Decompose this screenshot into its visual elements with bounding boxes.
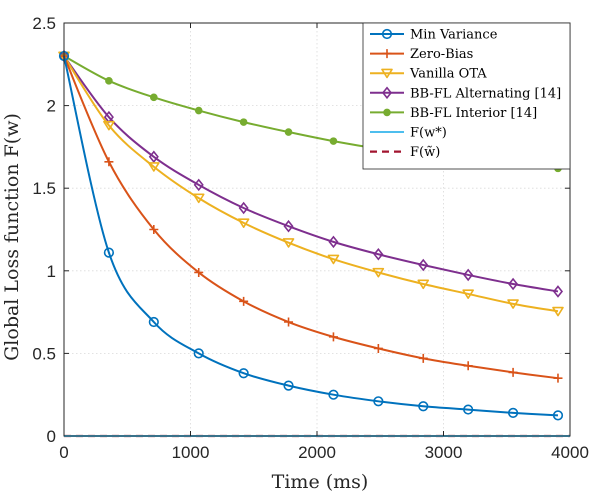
data-point-min-variance [238,368,249,379]
y-tick-label: 2 [47,97,56,116]
data-point-bb-fl-interior-14 [150,93,158,102]
data-point-bb-fl-interior-14 [105,77,113,85]
legend-marker [381,86,393,100]
data-point-zero-bias [463,361,473,371]
data-point-min-variance [283,380,294,391]
legend-label: F(w̃) [410,145,440,160]
data-point-zero-bias [284,317,294,327]
data-point-min-variance [148,316,159,328]
series-bb-fl-alternating-14 [58,49,564,298]
data-point-bb-fl-alternating-14 [148,150,159,164]
legend-marker [382,49,392,59]
data-point-zero-bias [553,373,563,383]
data-point-min-variance [507,407,519,418]
series-min-variance [58,50,564,421]
y-tick-label: 0.5 [32,344,56,363]
data-point-bb-fl-alternating-14 [193,178,204,192]
data-point-zero-bias [194,267,204,277]
data-point-zero-bias [508,367,518,377]
legend-entry-vanilla-ota: Vanilla OTA [370,67,487,82]
legend-label: BB-FL Interior [14] [410,106,537,121]
legend-entry-f-w: F(w*) [370,126,447,141]
data-point-vanilla-ota [282,238,295,248]
legend-label: F(w*) [410,126,447,141]
data-point-zero-bias [418,353,428,363]
data-point-vanilla-ota [507,299,519,309]
data-point-vanilla-ota [417,279,430,290]
data-point-min-variance [463,404,474,415]
data-point-min-variance [193,348,204,359]
y-tick-label: 1 [47,262,56,281]
legend-entry-f-w: F(w̃) [370,145,440,160]
legend-entry-zero-bias: Zero-Bias [370,47,473,62]
data-point-min-variance [103,247,115,258]
data-point-bb-fl-alternating-14 [508,277,519,291]
data-point-zero-bias [373,343,383,353]
legend-items: Min Variance Zero-Bias Vanilla OTA BB-FL Al… [370,28,561,160]
data-point-bb-fl-alternating-14 [328,235,339,249]
data-point-min-variance [418,401,429,412]
legend-marker [381,68,393,79]
x-axis-title: Time (ms) [272,471,369,493]
data-point-vanilla-ota [372,267,385,278]
x-tick-label: 0 [59,443,68,462]
data-point-vanilla-ota [552,306,564,317]
y-tick-label: 0 [47,427,56,446]
data-point-vanilla-ota [462,289,474,299]
series-line-min-variance [63,55,559,417]
legend-label: Vanilla OTA [409,67,487,82]
data-point-min-variance [328,389,339,400]
data-point-vanilla-ota [192,193,205,204]
data-point-bb-fl-interior-14 [329,137,338,145]
data-point-zero-bias [239,296,249,306]
data-point-vanilla-ota [148,162,160,172]
data-point-bb-fl-interior-14 [239,118,248,126]
data-point-bb-fl-alternating-14 [373,247,384,261]
data-point-min-variance [552,410,564,421]
legend-entry-min-variance: Min Variance [370,28,498,43]
x-tick-label: 2000 [298,443,336,462]
data-point-min-variance [373,396,384,407]
y-axis-title: Global Loss function F(w) [1,113,23,361]
legend: Min Variance Zero-Bias Vanilla OTA BB-FL Al… [362,22,571,170]
y-tick-label: 1.5 [32,179,56,198]
data-point-bb-fl-interior-14 [194,106,203,115]
x-tick-label: 3000 [425,443,463,462]
y-tick-label: 2.5 [32,14,56,33]
data-point-zero-bias [104,157,114,167]
legend-label: Zero-Bias [410,47,473,62]
data-point-bb-fl-alternating-14 [463,268,474,282]
legend-label: BB-FL Alternating [14] [410,86,561,101]
data-point-zero-bias [328,332,338,342]
legend-marker [381,28,393,40]
data-point-bb-fl-alternating-14 [283,219,294,233]
data-point-vanilla-ota [103,120,115,131]
data-point-bb-fl-alternating-14 [418,258,429,272]
x-tick-label: 4000 [551,443,589,462]
tick-labels: 0 1000 2000 3000 4000 0 0.5 1 1.5 2 2.5 [32,14,589,462]
data-point-bb-fl-alternating-14 [552,285,564,298]
data-point-bb-fl-alternating-14 [238,201,249,215]
legend-box [362,22,571,170]
legend-entry-bb-fl-alternating-14: BB-FL Alternating [14] [370,86,561,101]
data-point-vanilla-ota [237,218,250,228]
data-point-bb-fl-interior-14 [284,128,293,136]
legend-entry-bb-fl-interior-14: BB-FL Interior [14] [370,106,537,121]
data-point-zero-bias [149,225,159,234]
legend-marker [383,108,391,117]
x-tick-label: 1000 [172,443,210,462]
legend-label: Min Variance [410,28,498,43]
data-point-vanilla-ota [327,254,340,265]
